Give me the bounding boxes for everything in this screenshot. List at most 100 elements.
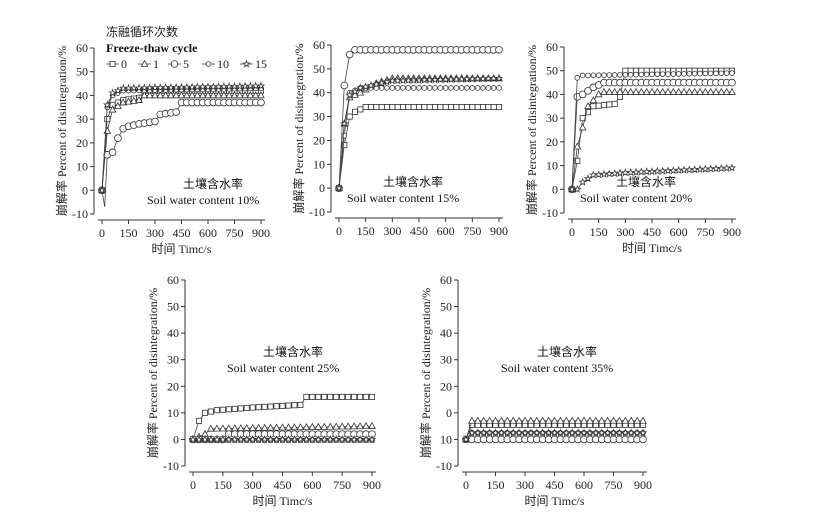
data-point — [480, 85, 486, 91]
y-tick-label: 0 — [446, 406, 452, 420]
data-point — [350, 87, 360, 96]
data-point — [591, 428, 601, 437]
data-point — [464, 85, 470, 91]
data-point — [114, 134, 122, 142]
y-tick-label: 40 — [167, 326, 179, 340]
data-point — [637, 167, 646, 176]
y-tick-label: 60 — [313, 38, 325, 52]
data-point — [622, 71, 629, 78]
data-point — [495, 45, 503, 54]
data-point — [701, 164, 710, 173]
data-point — [416, 85, 422, 91]
data-point — [574, 416, 582, 424]
data-point — [394, 104, 401, 111]
panel-label-cn: 土壤含水率 — [263, 344, 323, 359]
data-point — [279, 402, 286, 409]
data-point — [108, 88, 117, 97]
data-point — [664, 87, 672, 95]
series-line — [101, 102, 261, 207]
data-point — [273, 403, 280, 410]
square-marker — [109, 61, 116, 68]
data-point — [508, 428, 518, 437]
data-point — [220, 91, 228, 99]
data-point — [167, 91, 175, 99]
data-point — [285, 402, 292, 409]
legend-entry-15: 15 — [240, 57, 267, 71]
data-point — [182, 91, 191, 99]
data-point — [697, 70, 703, 77]
data-point — [633, 416, 641, 424]
legend-label: 0 — [121, 57, 127, 71]
data-point — [421, 85, 428, 91]
data-point — [686, 70, 693, 77]
x-tick-label: 600 — [670, 225, 688, 239]
x-tick-label: 150 — [214, 478, 232, 492]
data-point — [538, 416, 547, 424]
data-point — [574, 75, 581, 81]
x-axis-label: 时间 Timc/s — [525, 494, 585, 508]
data-point — [108, 105, 117, 113]
data-point — [341, 132, 348, 139]
data-point — [611, 72, 618, 78]
series-1-cycles — [335, 74, 503, 191]
data-point — [509, 416, 518, 424]
x-tick-label: 150 — [487, 478, 505, 492]
x-tick-label: 900 — [723, 225, 741, 239]
data-point — [213, 407, 220, 414]
y-tick-label: 20 — [76, 136, 88, 150]
circle-marker — [205, 61, 212, 67]
data-point — [204, 91, 212, 99]
data-point — [338, 422, 347, 430]
hexagon-marker — [170, 60, 179, 68]
data-point — [681, 71, 687, 77]
y-tick-label: 40 — [313, 86, 325, 100]
data-point — [256, 81, 266, 90]
data-point — [594, 170, 603, 179]
data-point — [491, 416, 500, 424]
data-point — [597, 416, 606, 424]
data-point — [237, 405, 244, 412]
data-point — [243, 404, 250, 411]
data-point — [706, 87, 715, 95]
data-point — [578, 90, 587, 99]
data-point — [356, 83, 365, 92]
data-point — [729, 70, 735, 76]
data-point — [340, 119, 349, 128]
data-point — [653, 166, 662, 175]
x-tick-label: 750 — [605, 478, 623, 492]
data-point — [600, 87, 608, 95]
data-point — [409, 75, 418, 84]
data-point — [446, 75, 456, 83]
data-point — [278, 423, 287, 431]
data-point — [212, 424, 221, 432]
data-point — [603, 416, 612, 424]
data-point — [332, 422, 341, 430]
data-point — [321, 393, 328, 400]
x-tick-label: 450 — [410, 224, 428, 238]
data-point — [669, 166, 678, 175]
data-point — [479, 416, 488, 424]
data-point — [626, 87, 635, 95]
data-point — [410, 85, 417, 91]
data-point — [544, 428, 553, 437]
data-point — [637, 87, 646, 95]
data-point — [497, 416, 506, 424]
data-point — [151, 117, 159, 126]
data-point — [527, 416, 535, 424]
data-point — [723, 70, 730, 76]
series-15-cycles — [334, 73, 504, 192]
data-point — [642, 87, 651, 95]
data-point — [515, 416, 523, 424]
x-tick-label: 0 — [336, 224, 342, 238]
data-point — [113, 86, 123, 95]
data-point — [209, 91, 218, 99]
data-point — [701, 87, 710, 95]
y-tick-label: 0 — [82, 183, 88, 197]
data-point — [326, 422, 335, 430]
data-point — [345, 393, 352, 400]
y-tick-label: 30 — [546, 111, 558, 125]
data-point — [580, 416, 588, 424]
data-point — [603, 428, 612, 437]
data-point — [201, 409, 208, 416]
